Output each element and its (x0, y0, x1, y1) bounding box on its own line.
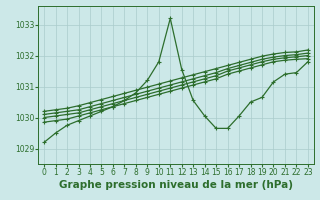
X-axis label: Graphe pression niveau de la mer (hPa): Graphe pression niveau de la mer (hPa) (59, 180, 293, 190)
